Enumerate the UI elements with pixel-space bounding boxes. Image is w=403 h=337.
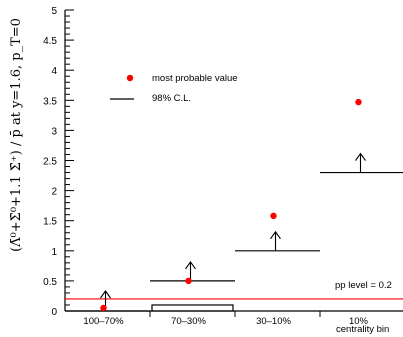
cl-arrow-head (185, 260, 196, 270)
x-category-label: 10% (349, 316, 369, 327)
x-axis-label: centrality bin (336, 324, 389, 335)
y-ticks: 0 0.5 1 1.5 2 2.5 3 3.5 4 4.5 5 (43, 6, 74, 318)
x-category-label: 30–10% (256, 316, 291, 327)
cl-arrow-head (270, 230, 281, 240)
y-tick-label: 4.5 (43, 36, 57, 47)
y-tick-label: 5 (51, 6, 57, 17)
y-tick-label: 3.5 (43, 96, 57, 107)
most-probable-point (355, 98, 362, 106)
legend-label-most-probable: most probable value (152, 73, 238, 84)
y-tick-label: 0 (51, 307, 57, 318)
y-tick-label: 1 (51, 247, 57, 258)
cl-arrow-head (100, 290, 111, 299)
y-tick-label: 2.5 (43, 157, 57, 168)
cl-arrow-head (355, 152, 366, 161)
x-categories: 100–70% 70–30% 30–10% 10% (83, 311, 369, 327)
x-category-label: 70–30% (171, 316, 206, 327)
y-tick-label: 2 (51, 187, 57, 198)
y-tick-label: 4 (51, 66, 57, 77)
legend-label-cl: 98% C.L. (152, 93, 191, 104)
legend: most probable value 98% C.L. (110, 73, 238, 104)
x-category-label: 100–70% (83, 316, 124, 327)
chart-marks (65, 98, 403, 312)
y-tick-label: 1.5 (43, 217, 57, 228)
y-axis-label: (Λ̄⁰+Σ̄⁰+1.1 Σ̄⁺) / p̄ at y=1.6, p_T=0 (9, 18, 24, 252)
most-probable-point (270, 212, 277, 220)
most-probable-point (185, 277, 192, 285)
y-tick-label: 3 (51, 126, 57, 137)
pp-level-label: pp level = 0.2 (335, 280, 392, 291)
most-probable-point (100, 304, 107, 312)
y-tick-label: 0.5 (43, 277, 57, 288)
bottom-box (151, 304, 234, 312)
legend-marker-most-probable (126, 74, 134, 82)
